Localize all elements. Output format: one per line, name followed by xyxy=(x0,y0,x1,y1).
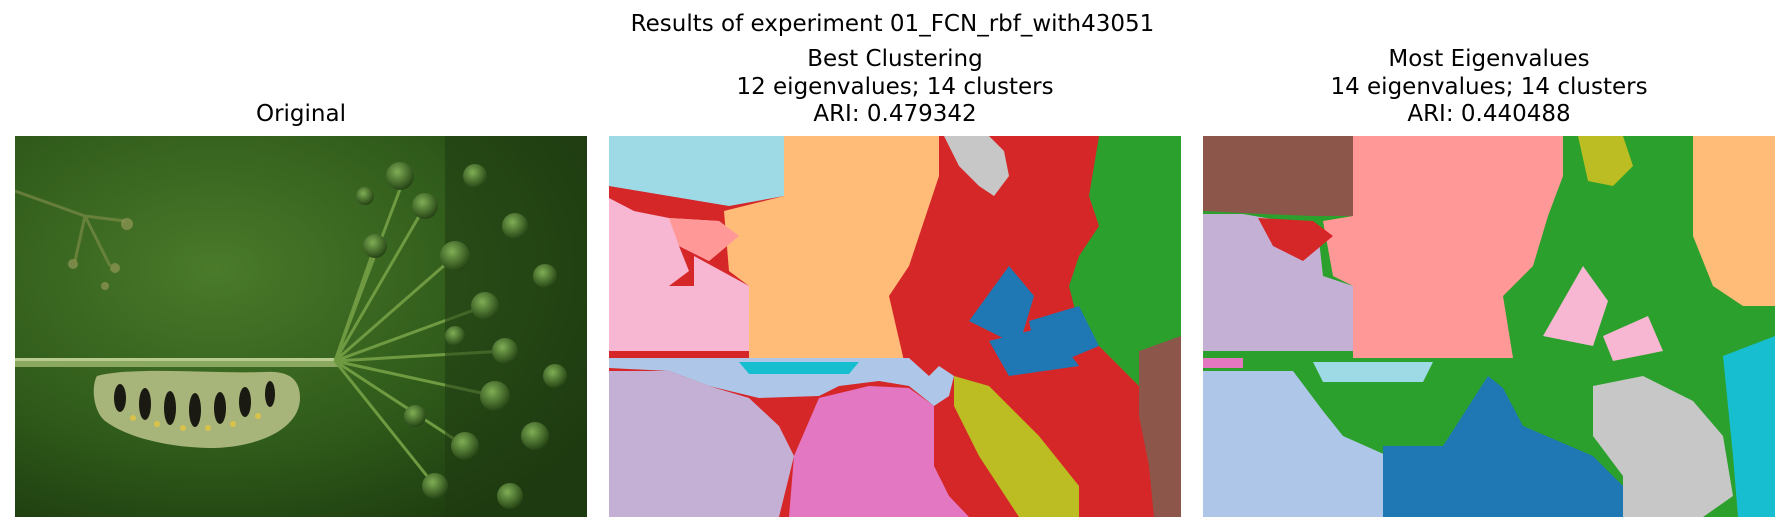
panel-title-original: Original xyxy=(15,101,587,129)
panel-title-line: ARI: 0.479342 xyxy=(813,101,977,127)
panel-title-line: ARI: 0.440488 xyxy=(1407,101,1571,127)
segmentation-map-svg xyxy=(1203,136,1775,517)
panel-title-line: 12 eigenvalues; 14 clusters xyxy=(736,73,1054,100)
panel-title-line: Original xyxy=(255,101,346,127)
most-eigenvalues-segmentation xyxy=(1203,136,1775,517)
panel-title-line: Best Clustering xyxy=(807,46,983,72)
original-photo-svg xyxy=(15,136,587,517)
panel-title-line: 14 eigenvalues; 14 clusters xyxy=(1330,73,1648,100)
panel-title-line: Most Eigenvalues xyxy=(1388,46,1590,72)
original-image xyxy=(15,136,587,517)
panel-title-most-eigenvalues: Most Eigenvalues 14 eigenvalues; 14 clus… xyxy=(1203,46,1775,129)
best-clustering-segmentation xyxy=(609,136,1181,517)
panel-title-best-clustering: Best Clustering 12 eigenvalues; 14 clust… xyxy=(609,46,1181,129)
figure-suptitle: Results of experiment 01_FCN_rbf_with430… xyxy=(630,11,1155,37)
segmentation-map-svg xyxy=(609,136,1181,517)
